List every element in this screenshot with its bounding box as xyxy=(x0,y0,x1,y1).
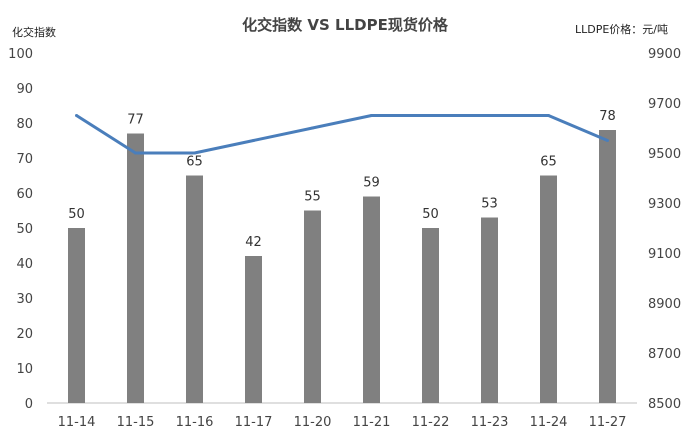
price-point xyxy=(370,114,373,117)
bar-data-label: 50 xyxy=(68,207,85,222)
left-tick-label: 60 xyxy=(16,187,33,202)
price-point xyxy=(488,114,491,117)
bar xyxy=(599,130,616,403)
x-tick-label: 11-22 xyxy=(412,415,450,430)
right-tick-label: 8500 xyxy=(648,397,681,412)
left-tick-label: 20 xyxy=(16,327,33,342)
bar-data-label: 65 xyxy=(540,155,557,170)
bar xyxy=(68,228,85,403)
left-tick-label: 90 xyxy=(16,82,33,97)
bar xyxy=(422,228,439,403)
x-tick-label: 11-16 xyxy=(176,415,214,430)
bar-data-label: 77 xyxy=(127,113,144,128)
price-line xyxy=(75,114,609,155)
bar xyxy=(127,133,144,403)
right-tick-label: 9100 xyxy=(648,247,681,262)
bar-data-label: 50 xyxy=(422,207,439,222)
right-tick-label: 8900 xyxy=(648,297,681,312)
price-point xyxy=(311,126,314,130)
price-point xyxy=(429,114,432,117)
right-tick-label: 9700 xyxy=(648,97,681,112)
price-point xyxy=(606,139,609,142)
bar xyxy=(245,256,262,403)
bar-data-label: 65 xyxy=(186,155,203,170)
x-tick-label: 11-14 xyxy=(58,415,96,430)
right-tick-label: 9300 xyxy=(648,197,681,212)
x-tick-label: 11-17 xyxy=(235,415,273,430)
price-point xyxy=(134,151,137,155)
price-point xyxy=(75,114,78,117)
x-tick-label: 11-27 xyxy=(589,415,627,430)
x-tick-label: 11-15 xyxy=(117,415,155,430)
bar-data-label: 78 xyxy=(599,109,616,124)
bar xyxy=(540,175,557,403)
bar xyxy=(186,175,203,403)
bar xyxy=(481,217,498,403)
left-tick-label: 40 xyxy=(16,257,33,272)
left-tick-label: 50 xyxy=(16,222,33,237)
left-tick-label: 10 xyxy=(16,362,33,377)
right-axis-label: LLDPE价格：元/吨 xyxy=(575,22,668,36)
price-point xyxy=(252,139,255,142)
plot-area: 0 10 20 30 40 50 60 70 80 90 100 8500 8700 8900 9100 93… xyxy=(8,47,681,430)
left-tick-label: 0 xyxy=(25,397,33,412)
left-axis-label: 化交指数 xyxy=(12,25,56,39)
left-tick-label: 100 xyxy=(8,47,33,62)
x-tick-label: 11-20 xyxy=(294,415,332,430)
right-tick-label: 9500 xyxy=(648,147,681,162)
x-tick-label: 11-23 xyxy=(471,415,509,430)
bar-data-label: 59 xyxy=(363,176,380,191)
price-point xyxy=(547,114,550,117)
left-tick-label: 80 xyxy=(16,117,33,132)
right-tick-label: 8700 xyxy=(648,347,681,362)
price-point xyxy=(193,151,196,155)
bar xyxy=(304,210,321,403)
bar xyxy=(363,196,380,403)
x-tick-label: 11-21 xyxy=(353,415,391,430)
bar-data-label: 53 xyxy=(481,197,498,212)
left-tick-label: 30 xyxy=(16,292,33,307)
chart-title: 化交指数 VS LLDPE现货价格 xyxy=(242,16,449,34)
right-tick-label: 9900 xyxy=(648,47,681,62)
bar-data-label: 55 xyxy=(304,190,321,205)
bar-data-label: 42 xyxy=(245,235,262,250)
x-tick-label: 11-24 xyxy=(530,415,568,430)
left-tick-label: 70 xyxy=(16,152,33,167)
